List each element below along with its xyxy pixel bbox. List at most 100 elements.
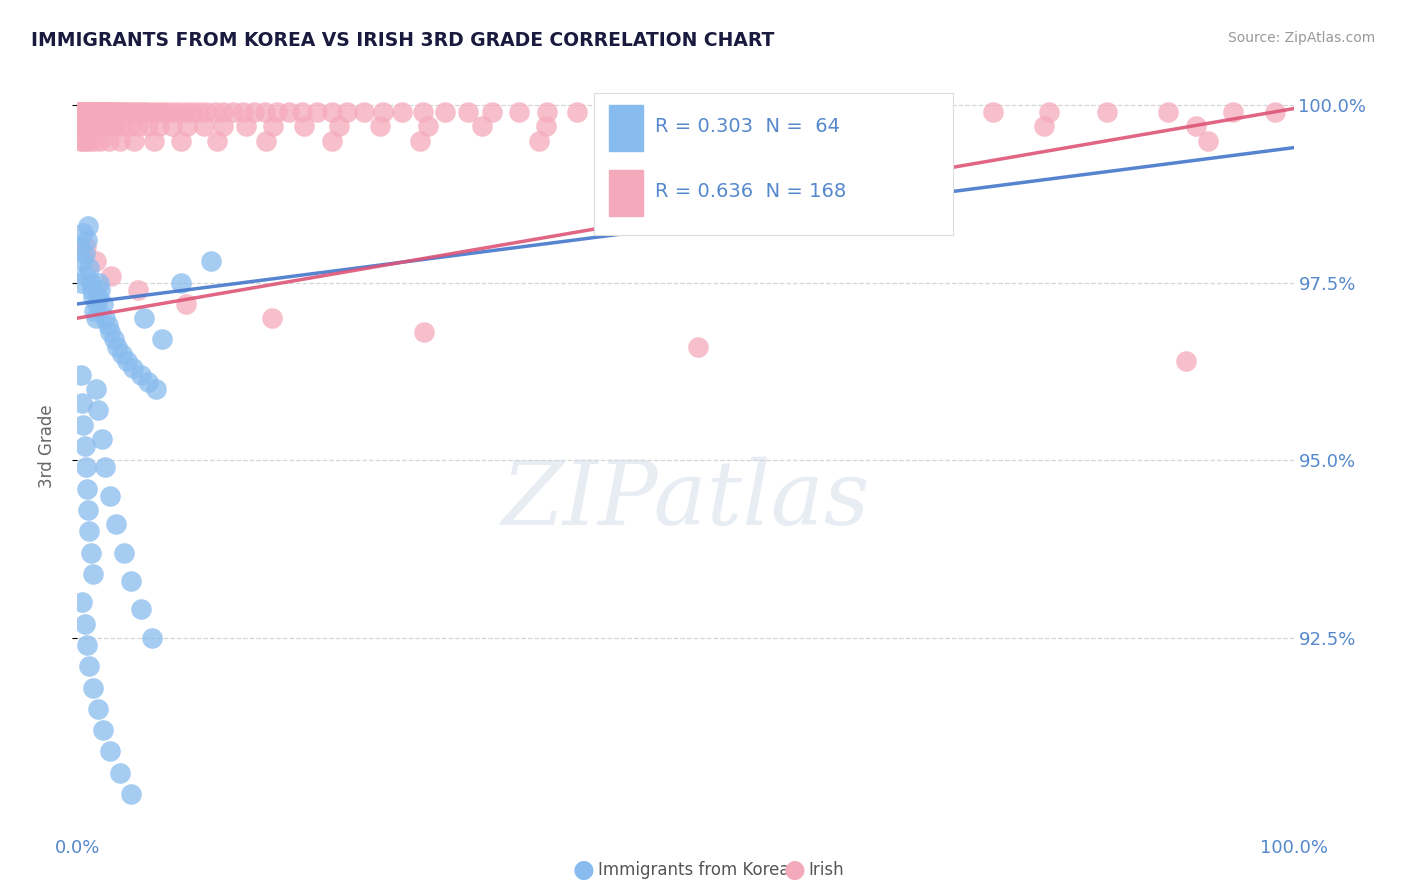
Point [69, 240, 91, 254]
Point [79, 105, 101, 120]
Point [72, 417, 94, 432]
Point [111, 120, 134, 134]
Point [89, 276, 111, 290]
Point [69, 105, 91, 120]
Point [87, 702, 110, 716]
Point [115, 353, 138, 368]
Point [105, 120, 128, 134]
Text: ZIPatlas: ZIPatlas [501, 457, 870, 543]
Point [82, 290, 104, 304]
Point [129, 105, 152, 120]
Point [98, 105, 121, 120]
Point [70, 276, 93, 290]
Point [84, 105, 107, 120]
Point [98, 489, 121, 503]
Point [529, 134, 551, 148]
Point [107, 105, 129, 120]
Point [1264, 105, 1286, 120]
Point [82, 681, 104, 695]
Point [100, 120, 122, 134]
Point [89, 134, 111, 148]
Point [82, 105, 104, 120]
Point [82, 566, 104, 581]
Point [87, 290, 110, 304]
Point [305, 105, 328, 120]
Point [212, 105, 235, 120]
Point [84, 311, 107, 326]
Point [97, 105, 120, 120]
Point [631, 105, 654, 120]
Point [90, 105, 112, 120]
Point [80, 545, 103, 559]
Point [981, 105, 1004, 120]
Point [124, 134, 146, 148]
Point [70, 105, 93, 120]
Point [97, 105, 120, 120]
Point [86, 105, 108, 120]
Point [96, 105, 118, 120]
Point [567, 105, 589, 120]
Point [471, 120, 494, 134]
Point [112, 545, 135, 559]
Text: ●: ● [783, 858, 806, 881]
Point [83, 120, 105, 134]
Point [205, 134, 228, 148]
Point [188, 105, 211, 120]
Point [880, 105, 903, 120]
Point [929, 105, 952, 120]
Point [195, 105, 218, 120]
Point [76, 638, 98, 652]
Point [790, 120, 813, 134]
Point [152, 105, 174, 120]
Point [129, 602, 152, 616]
Point [97, 318, 120, 333]
Point [72, 134, 94, 148]
Point [508, 105, 530, 120]
Point [371, 105, 394, 120]
FancyBboxPatch shape [595, 93, 953, 235]
Point [98, 326, 121, 340]
Point [70, 105, 93, 120]
Point [481, 105, 503, 120]
Point [115, 105, 138, 120]
Point [416, 120, 439, 134]
Point [70, 254, 93, 268]
Point [76, 120, 98, 134]
Point [321, 134, 343, 148]
Point [76, 233, 98, 247]
Point [328, 120, 350, 134]
Point [145, 382, 167, 396]
Point [146, 105, 169, 120]
Point [76, 105, 98, 120]
Point [103, 333, 125, 347]
Point [905, 134, 928, 148]
Point [72, 226, 94, 240]
Point [391, 105, 413, 120]
Point [91, 105, 114, 120]
Point [80, 105, 103, 120]
FancyBboxPatch shape [609, 104, 643, 151]
Point [409, 134, 432, 148]
Point [91, 723, 114, 738]
Point [136, 105, 159, 120]
Point [156, 105, 179, 120]
Point [686, 340, 709, 354]
Point [73, 105, 96, 120]
Point [353, 105, 375, 120]
Point [832, 105, 855, 120]
Point [1033, 120, 1056, 134]
Point [253, 105, 276, 120]
Point [1222, 105, 1244, 120]
Point [75, 240, 97, 254]
Point [142, 105, 165, 120]
Point [84, 254, 107, 268]
Point [75, 268, 97, 283]
Point [108, 765, 131, 780]
Point [127, 120, 149, 134]
Point [536, 105, 558, 120]
Point [83, 105, 105, 120]
Text: ●: ● [572, 858, 595, 881]
Point [79, 524, 101, 539]
Point [170, 134, 193, 148]
Point [134, 105, 156, 120]
